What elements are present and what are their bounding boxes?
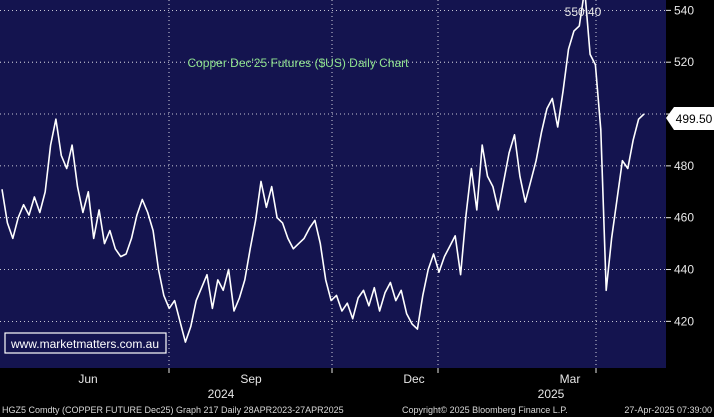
footer-left: HGZ5 Comdty (COPPER FUTURE Dec25) Graph …	[2, 405, 344, 415]
plot-area	[0, 0, 666, 368]
x-tick-label: Jun	[78, 372, 97, 386]
y-tick-label: 420	[674, 314, 694, 328]
x-axis: Jun Sep Dec Mar 2024 2025	[78, 368, 597, 401]
x-axis-area	[0, 368, 714, 404]
footer-right: 27-Apr-2025 07:39:00	[624, 405, 712, 415]
x-tick-label: Mar	[560, 372, 581, 386]
x-year-label: 2025	[538, 387, 565, 401]
footer-center: Copyright© 2025 Bloomberg Finance L.P.	[402, 405, 568, 415]
watermark-text: www.marketmatters.com.au	[10, 337, 159, 351]
high-label: 550.40	[565, 5, 602, 19]
footer-area	[0, 404, 714, 417]
y-tick-label: 540	[674, 3, 694, 17]
y-axis-area	[666, 0, 714, 368]
last-price-callout: 499.50	[666, 107, 714, 130]
x-tick-label: Sep	[240, 372, 262, 386]
y-tick-label: 480	[674, 159, 694, 173]
last-price-label: 499.50	[676, 112, 713, 126]
chart-title: Copper Dec'25 Futures ($US) Daily Chart	[187, 56, 409, 70]
y-tick-label: 520	[674, 55, 694, 69]
price-line	[1, 0, 645, 343]
y-tick-label: 440	[674, 263, 694, 277]
grid	[0, 0, 666, 368]
x-year-label: 2024	[208, 387, 235, 401]
y-tick-label: 460	[674, 211, 694, 225]
watermark-box: www.marketmatters.com.au	[4, 332, 167, 354]
x-tick-label: Dec	[403, 372, 424, 386]
